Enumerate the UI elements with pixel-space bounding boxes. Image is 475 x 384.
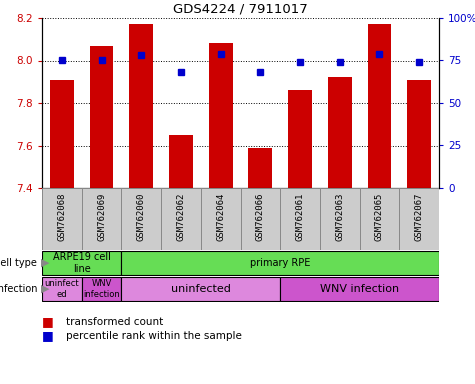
Text: primary RPE: primary RPE <box>250 258 310 268</box>
Text: WNV
infection: WNV infection <box>83 279 120 299</box>
Text: ARPE19 cell
line: ARPE19 cell line <box>53 252 111 274</box>
Bar <box>122 188 161 250</box>
Text: GSM762069: GSM762069 <box>97 193 106 241</box>
Text: cell type: cell type <box>0 258 37 268</box>
Bar <box>328 78 352 188</box>
Text: infection: infection <box>0 284 37 294</box>
Bar <box>407 79 431 188</box>
Bar <box>280 276 439 301</box>
Bar <box>169 135 193 188</box>
Text: percentile rank within the sample: percentile rank within the sample <box>66 331 242 341</box>
Bar <box>42 188 82 250</box>
Bar <box>320 188 360 250</box>
Bar <box>368 24 391 188</box>
Bar <box>248 147 272 188</box>
Title: GDS4224 / 7911017: GDS4224 / 7911017 <box>173 2 308 15</box>
Bar <box>82 188 122 250</box>
Bar <box>399 188 439 250</box>
Text: transformed count: transformed count <box>66 317 163 327</box>
Text: WNV infection: WNV infection <box>320 284 399 294</box>
Bar <box>42 250 122 275</box>
Text: GSM762066: GSM762066 <box>256 193 265 241</box>
Bar <box>129 24 153 188</box>
Bar <box>161 188 201 250</box>
Text: GSM762067: GSM762067 <box>415 193 424 241</box>
Bar <box>90 46 114 188</box>
Text: GSM762063: GSM762063 <box>335 193 344 241</box>
Bar <box>280 188 320 250</box>
Bar <box>42 276 82 301</box>
Text: ■: ■ <box>42 329 54 343</box>
Text: GSM762068: GSM762068 <box>57 193 67 241</box>
Bar <box>122 250 439 275</box>
Bar <box>122 276 280 301</box>
Text: GSM762065: GSM762065 <box>375 193 384 241</box>
Text: ■: ■ <box>42 316 54 328</box>
Text: ▶: ▶ <box>41 258 49 268</box>
Bar <box>82 276 122 301</box>
Text: GSM762061: GSM762061 <box>295 193 304 241</box>
Bar <box>240 188 280 250</box>
Bar <box>201 188 240 250</box>
Bar <box>50 79 74 188</box>
Text: GSM762060: GSM762060 <box>137 193 146 241</box>
Text: uninfect
ed: uninfect ed <box>45 279 79 299</box>
Text: GSM762064: GSM762064 <box>216 193 225 241</box>
Bar <box>209 43 233 188</box>
Bar <box>360 188 399 250</box>
Text: uninfected: uninfected <box>171 284 231 294</box>
Bar <box>288 90 312 188</box>
Text: ▶: ▶ <box>41 284 49 294</box>
Text: GSM762062: GSM762062 <box>176 193 185 241</box>
